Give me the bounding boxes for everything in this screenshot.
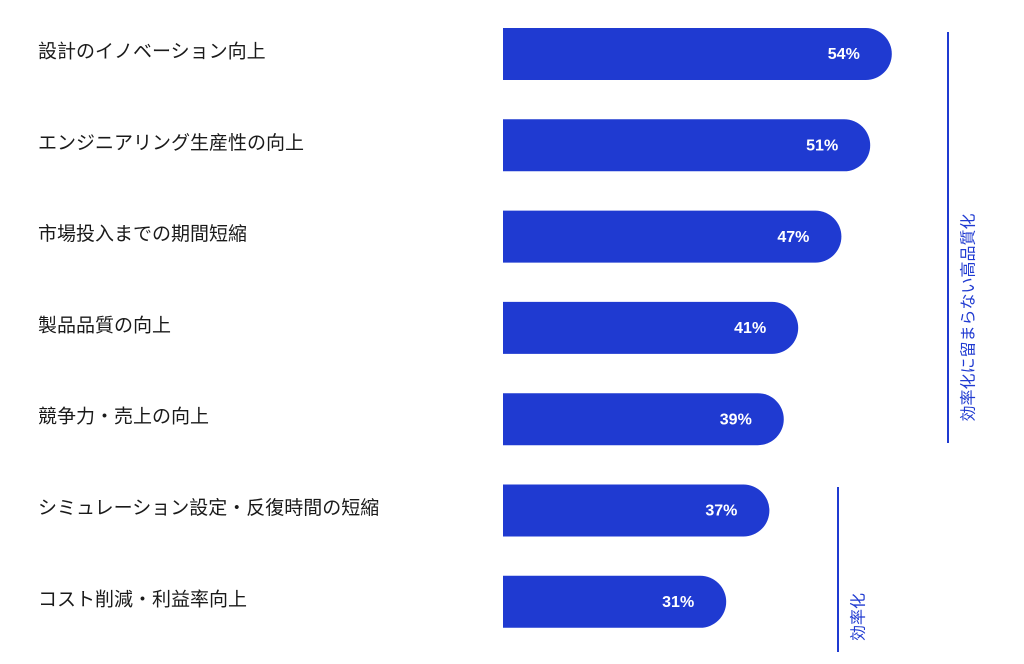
category-label: 製品品質の向上: [38, 314, 171, 336]
bar: [503, 575, 727, 628]
bar: [503, 301, 799, 354]
category-label: コスト削減・利益率向上: [38, 588, 247, 610]
bars: [503, 28, 892, 628]
value-label: 39%: [720, 411, 752, 428]
category-label: シミュレーション設定・反復時間の短縮: [38, 497, 379, 519]
bar: [503, 210, 842, 263]
value-label: 54%: [828, 46, 860, 63]
value-label: 51%: [806, 138, 838, 155]
bar: [503, 119, 871, 172]
value-labels: 54% 51% 47% 41% 39% 37% 31%: [662, 46, 860, 611]
value-label: 47%: [777, 229, 809, 246]
bar: [503, 393, 784, 446]
value-label: 41%: [734, 320, 766, 337]
bar: [503, 484, 770, 537]
group-label: 効率化: [849, 593, 868, 641]
category-label: 競争力・売上の向上: [38, 406, 209, 428]
value-label: 31%: [662, 594, 694, 611]
group-label: 効率化に留まらない高品質化: [959, 213, 978, 421]
bar: [503, 28, 892, 80]
value-label: 37%: [705, 503, 737, 520]
category-label: 設計のイノベーション向上: [38, 41, 266, 63]
category-labels: 設計のイノベーション向上エンジニアリング生産性の向上市場投入までの期間短縮製品品…: [38, 41, 379, 611]
category-label: エンジニアリング生産性の向上: [38, 132, 304, 154]
category-label: 市場投入までの期間短縮: [38, 223, 247, 245]
